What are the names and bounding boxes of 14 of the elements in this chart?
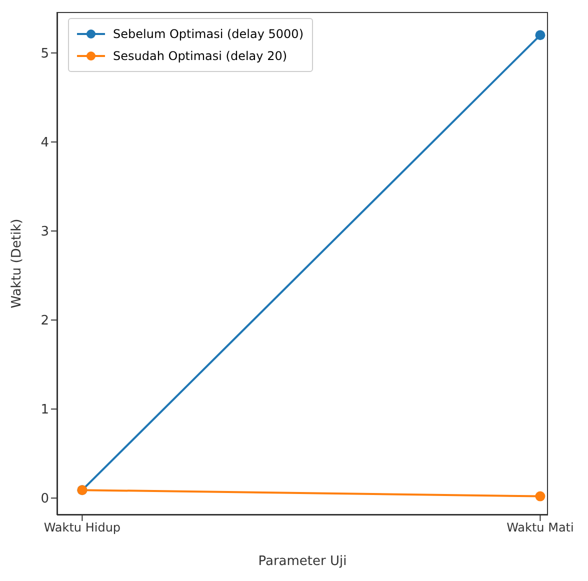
- x-tick-label: Waktu Mati: [506, 520, 574, 535]
- y-tick-label: 0: [40, 492, 49, 507]
- y-tick-label: 5: [40, 46, 49, 62]
- y-tick-label: 2: [40, 314, 49, 329]
- point: [535, 30, 546, 40]
- y-tick-label: 4: [40, 136, 49, 151]
- point: [535, 491, 546, 502]
- x-axis-title: Parameter Uji: [258, 554, 347, 569]
- legend-label: Sebelum Optimasi (delay 5000): [113, 27, 304, 41]
- y-tick-label: 3: [40, 224, 49, 240]
- y-tick-label: 1: [40, 402, 49, 418]
- y-axis-title: Waktu (Detik): [10, 218, 25, 308]
- legend-label: Sesudah Optimasi (delay 20): [113, 49, 288, 63]
- x-tick-label: Waktu Hidup: [44, 520, 121, 535]
